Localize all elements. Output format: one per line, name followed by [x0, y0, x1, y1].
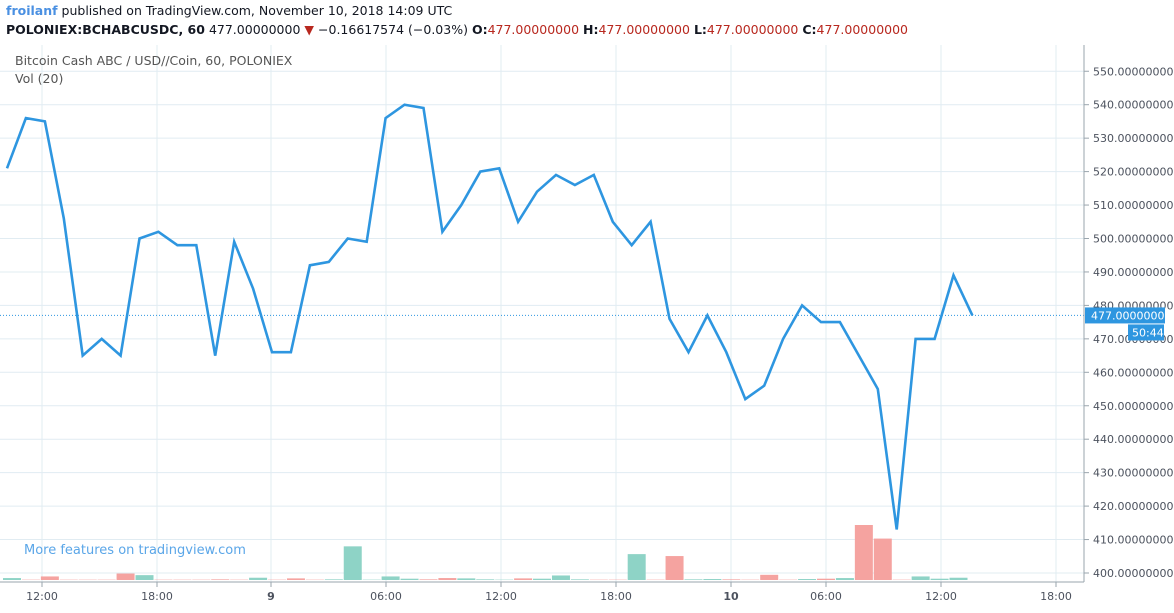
volume-bar — [476, 579, 495, 580]
volume-bar — [400, 578, 419, 580]
volume-bar — [40, 576, 59, 580]
volume-bar — [873, 538, 892, 580]
volume-bar — [135, 575, 154, 580]
publish-info: froilanf published on TradingView.com, N… — [6, 3, 452, 18]
volume-bar — [835, 578, 854, 580]
y-tick-label: 540.00000000 — [1093, 99, 1173, 112]
high-label: H: — [583, 22, 599, 37]
chart-title: Bitcoin Cash ABC / USD//Coin, 60, POLONI… — [15, 53, 293, 68]
y-tick-label: 550.00000000 — [1093, 65, 1173, 78]
volume-bar — [854, 525, 873, 580]
volume-bar — [816, 578, 835, 580]
volume-bar — [911, 576, 930, 580]
chart-axes — [0, 45, 1089, 587]
y-tick-label: 520.00000000 — [1093, 166, 1173, 179]
x-tick-label: 9 — [267, 590, 275, 603]
chart-grid — [0, 45, 1084, 582]
low-label: L: — [693, 22, 707, 37]
x-tick-label: 18:00 — [600, 590, 632, 603]
price-line — [5, 103, 974, 530]
close-label: C: — [802, 22, 817, 37]
y-tick-label: 500.00000000 — [1093, 233, 1173, 246]
volume-bar — [703, 579, 722, 580]
promo-link[interactable]: More features on tradingview.com — [24, 543, 246, 558]
volume-bar — [627, 554, 646, 580]
publish-text: published on TradingView.com, November 1… — [61, 3, 453, 18]
volume-bar — [949, 577, 968, 580]
x-tick-label: 10 — [723, 590, 739, 603]
x-tick-label: 12:00 — [26, 590, 58, 603]
axis-labels: 400.00000000 410.00000000 420.00000000 430.… — [26, 65, 1173, 603]
volume-bar — [457, 578, 476, 580]
y-tick-label: 450.00000000 — [1093, 400, 1173, 413]
volume-bar — [249, 577, 268, 580]
volume-bar — [419, 579, 438, 580]
volume-bar — [722, 579, 741, 580]
y-tick-label: 530.00000000 — [1093, 132, 1173, 145]
volume-bar — [514, 578, 533, 580]
close-value: 477.00000000 — [816, 22, 909, 37]
countdown-label: 50:44 — [1132, 326, 1164, 339]
x-tick-label: 12:00 — [485, 590, 517, 603]
y-tick-label: 460.00000000 — [1093, 366, 1173, 379]
volume-indicator-label[interactable]: Vol (20) — [15, 71, 64, 86]
x-tick-label: 18:00 — [1040, 590, 1072, 603]
volume-bar — [211, 579, 230, 580]
volume-bar — [551, 575, 570, 580]
volume-bar — [930, 578, 949, 580]
volume-bar — [760, 574, 779, 580]
volume-bar — [381, 576, 400, 580]
y-tick-label: 430.00000000 — [1093, 467, 1173, 480]
symbol-name: POLONIEX:BCHABCUSDC, 60 — [6, 22, 205, 37]
volume-bar — [286, 578, 305, 580]
x-tick-label: 06:00 — [370, 590, 402, 603]
volume-bar — [343, 546, 362, 580]
last-price: 477.00000000 — [208, 22, 301, 37]
volume-bar — [324, 579, 343, 580]
down-arrow-icon: ▼ — [304, 22, 315, 37]
volume-bar — [684, 579, 703, 580]
volume-bar — [798, 579, 817, 580]
last-price-label: 477.00000000 — [1091, 309, 1171, 322]
y-tick-label: 420.00000000 — [1093, 500, 1173, 513]
volume-bar — [438, 578, 457, 580]
y-tick-label: 490.00000000 — [1093, 266, 1173, 279]
open-label: O: — [471, 22, 488, 37]
x-tick-label: 12:00 — [925, 590, 957, 603]
volume-bars — [3, 525, 968, 580]
low-value: 477.00000000 — [706, 22, 799, 37]
volume-bar — [116, 573, 135, 580]
y-tick-label: 510.00000000 — [1093, 199, 1173, 212]
y-tick-label: 440.00000000 — [1093, 433, 1173, 446]
price-change: −0.16617574 (−0.03%) — [318, 22, 468, 37]
x-tick-label: 06:00 — [810, 590, 842, 603]
open-value: 477.00000000 — [487, 22, 580, 37]
y-tick-label: 410.00000000 — [1093, 534, 1173, 547]
y-tick-label: 400.00000000 — [1093, 567, 1173, 580]
volume-bar — [533, 578, 552, 580]
author-link[interactable]: froilanf — [6, 3, 58, 18]
countdown-badge — [1128, 324, 1164, 341]
symbol-bar: POLONIEX:BCHABCUSDC, 60 477.00000000 ▼ −… — [6, 22, 908, 37]
volume-bar — [665, 556, 684, 580]
price-series — [0, 103, 1084, 530]
high-value: 477.00000000 — [598, 22, 690, 37]
volume-bar — [3, 578, 21, 580]
volume-bar — [570, 579, 589, 580]
x-tick-label: 18:00 — [141, 590, 173, 603]
last-price-badge — [1085, 307, 1165, 324]
